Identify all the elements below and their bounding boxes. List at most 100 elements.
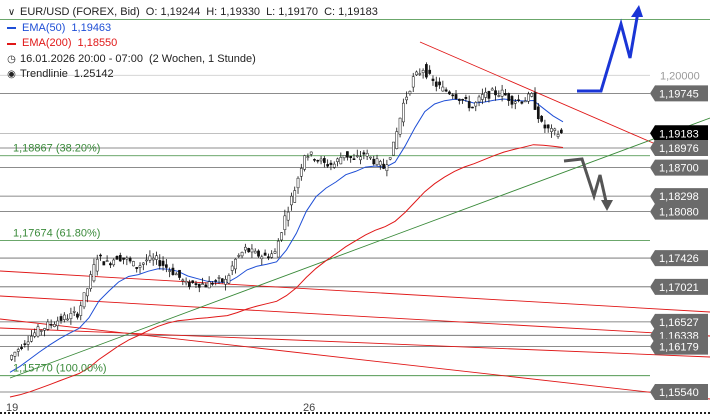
candle [530,93,534,97]
legend-date-row: ◷ 16.01.2026 20:00 - 07:00 (2 Wochen, 1 … [6,52,378,68]
candles [10,62,563,362]
price-tag-label: 1,19183 [659,128,699,140]
trendline [419,41,661,147]
candle [20,347,23,349]
trendline-value: 1.25142 [73,68,114,80]
chevron-down-icon[interactable]: ∨ [7,7,16,18]
candle [132,261,135,267]
candle [10,355,13,360]
candle [26,341,30,345]
candle [138,265,142,268]
candle [431,78,435,81]
candle [382,163,385,169]
candle [527,93,530,102]
candle [46,321,50,330]
candle [273,251,277,254]
candle [13,351,17,357]
candle [53,324,56,327]
price-tag-label: 1,18700 [659,163,699,175]
fib-label: 1,18867 (38.20%) [13,143,100,155]
ohlc-close: C: 1,19183 [324,6,378,18]
candle [303,155,306,170]
candle [471,106,474,109]
x-tick-label: 26 [303,402,315,414]
ema50-value: 1,19463 [71,21,112,34]
candle [59,316,63,321]
candle [237,255,241,257]
candle [86,288,89,297]
trendline [0,270,710,313]
candle [313,159,316,161]
candle [148,255,152,261]
candle [464,96,468,99]
candle [201,283,204,285]
x-axis: 19 26 [0,402,710,414]
legend-symbol-row: ∨ EUR/USD (FOREX, Bid) O: 1,19244 H: 1,1… [6,5,378,21]
candle [155,255,158,260]
candle [267,256,270,259]
candle [253,250,257,254]
candle [260,256,264,260]
candle [16,349,20,352]
symbol-name: EUR/USD (FOREX, Bid) [20,6,140,18]
candle [372,158,376,165]
candle [43,328,46,331]
fib-labels: 1,18867 (38.20%) 1,17674 (61.80%) 1,15770 … [13,143,107,375]
price-tag [650,338,708,355]
ema200-label: EMA(200) [22,37,72,49]
candle [95,259,99,272]
candle [490,88,494,91]
candle [49,324,53,326]
candle [23,343,27,345]
x-tick-label: 19 [6,402,18,414]
candle [507,93,511,101]
forecast-arrows [563,5,643,211]
candle [135,267,139,269]
price-tag [650,278,708,295]
candle [118,255,122,262]
candle [378,161,382,166]
candle [388,157,392,160]
candle [181,279,185,282]
legend-ema50-row: EMA(50) 1,19463 [6,21,378,37]
ohlc-open: O: 1,19244 [145,6,201,18]
candle [329,162,333,165]
candle [240,251,244,257]
candle [323,158,326,163]
candle [481,94,484,100]
candle [520,101,524,104]
candle [461,98,464,101]
candle [145,259,148,262]
candle [349,156,353,158]
candle [359,156,362,161]
trendline [0,327,710,358]
candle [82,292,86,308]
candle [299,168,303,177]
price-tag-label: 1,16179 [659,342,699,354]
candle [402,102,405,123]
candle [125,257,129,260]
candle [165,264,168,268]
candle [280,232,283,241]
candle [543,124,547,129]
fib-label: 1,17674 (61.80%) [13,227,100,239]
candle [405,96,408,101]
candle [109,263,112,266]
candle [375,158,379,165]
candle [141,262,145,265]
candle [56,320,60,327]
candle [115,256,119,260]
candle [112,259,116,266]
candle [444,89,448,92]
candle [197,283,201,288]
candle [467,101,471,109]
candle [346,151,349,158]
candle [352,158,356,160]
candle [290,195,293,206]
candle [319,158,323,162]
candle [517,99,520,101]
candle [533,92,537,110]
candle [161,260,165,266]
candle [36,326,40,337]
